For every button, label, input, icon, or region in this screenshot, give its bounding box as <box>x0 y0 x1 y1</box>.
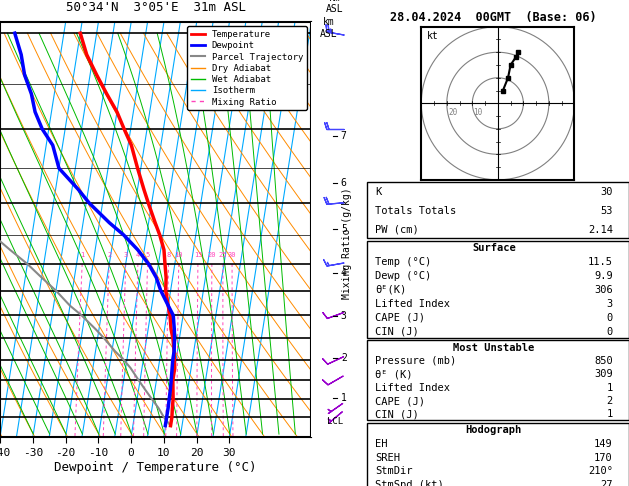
Text: 170: 170 <box>594 452 613 463</box>
Text: 2: 2 <box>341 353 347 363</box>
Text: 0: 0 <box>606 312 613 323</box>
X-axis label: Dewpoint / Temperature (°C): Dewpoint / Temperature (°C) <box>55 461 257 473</box>
Text: 25: 25 <box>219 252 227 259</box>
Text: 2: 2 <box>107 252 111 259</box>
Text: Pressure (mb): Pressure (mb) <box>375 356 456 366</box>
Text: 306: 306 <box>594 285 613 295</box>
Text: Totals Totals: Totals Totals <box>375 206 456 216</box>
Bar <box>367 340 629 420</box>
Text: 28.04.2024  00GMT  (Base: 06): 28.04.2024 00GMT (Base: 06) <box>391 11 597 24</box>
Text: km
ASL: km ASL <box>320 17 338 38</box>
Text: 3: 3 <box>606 299 613 309</box>
Text: 50°34'N  3°05'E  31m ASL: 50°34'N 3°05'E 31m ASL <box>65 0 246 14</box>
Text: 1: 1 <box>341 393 347 403</box>
Text: 53: 53 <box>600 206 613 216</box>
Text: 1: 1 <box>81 252 84 259</box>
Text: Temp (°C): Temp (°C) <box>375 257 431 267</box>
Text: 9.9: 9.9 <box>594 271 613 281</box>
Text: Hodograph: Hodograph <box>465 425 522 435</box>
Text: 3: 3 <box>124 252 128 259</box>
Text: 2: 2 <box>606 396 613 406</box>
Text: 27: 27 <box>600 480 613 486</box>
Text: EH: EH <box>375 439 387 449</box>
Text: Surface: Surface <box>472 243 516 253</box>
Text: 1: 1 <box>606 382 613 393</box>
Text: 5: 5 <box>145 252 150 259</box>
Text: 15: 15 <box>194 252 202 259</box>
Text: 8: 8 <box>167 252 170 259</box>
Text: CAPE (J): CAPE (J) <box>375 312 425 323</box>
Text: 0: 0 <box>606 327 613 336</box>
Text: CIN (J): CIN (J) <box>375 409 418 419</box>
Text: 30: 30 <box>228 252 237 259</box>
Text: 149: 149 <box>594 439 613 449</box>
Text: 4: 4 <box>341 268 347 278</box>
Text: km
ASL: km ASL <box>326 0 344 14</box>
Text: 11.5: 11.5 <box>587 257 613 267</box>
Text: SREH: SREH <box>375 452 400 463</box>
Text: 5: 5 <box>341 224 347 234</box>
Text: θᴱ (K): θᴱ (K) <box>375 369 412 379</box>
Text: 3: 3 <box>341 311 347 321</box>
Text: StmSpd (kt): StmSpd (kt) <box>375 480 443 486</box>
Text: LCL: LCL <box>327 417 343 426</box>
Text: θᴱ(K): θᴱ(K) <box>375 285 406 295</box>
Text: Lifted Index: Lifted Index <box>375 299 450 309</box>
Text: 309: 309 <box>594 369 613 379</box>
Bar <box>367 423 629 486</box>
Text: 2.14: 2.14 <box>587 225 613 235</box>
Text: 1: 1 <box>606 409 613 419</box>
Text: 30: 30 <box>600 188 613 197</box>
Text: 6: 6 <box>341 178 347 188</box>
Text: 20: 20 <box>208 252 216 259</box>
Text: PW (cm): PW (cm) <box>375 225 418 235</box>
Text: 10: 10 <box>175 252 183 259</box>
Text: K: K <box>375 188 381 197</box>
Text: Mixing Ratio (g/kg): Mixing Ratio (g/kg) <box>342 187 352 299</box>
Text: 210°: 210° <box>587 466 613 476</box>
Text: CIN (J): CIN (J) <box>375 327 418 336</box>
Text: 4: 4 <box>136 252 140 259</box>
Text: Lifted Index: Lifted Index <box>375 382 450 393</box>
Text: 7: 7 <box>341 131 347 140</box>
Text: CAPE (J): CAPE (J) <box>375 396 425 406</box>
Text: 850: 850 <box>594 356 613 366</box>
Bar <box>367 241 629 338</box>
Legend: Temperature, Dewpoint, Parcel Trajectory, Dry Adiabat, Wet Adiabat, Isotherm, Mi: Temperature, Dewpoint, Parcel Trajectory… <box>187 26 307 110</box>
Text: Most Unstable: Most Unstable <box>453 343 535 352</box>
Bar <box>367 182 629 238</box>
Text: Dewp (°C): Dewp (°C) <box>375 271 431 281</box>
Text: StmDir: StmDir <box>375 466 412 476</box>
